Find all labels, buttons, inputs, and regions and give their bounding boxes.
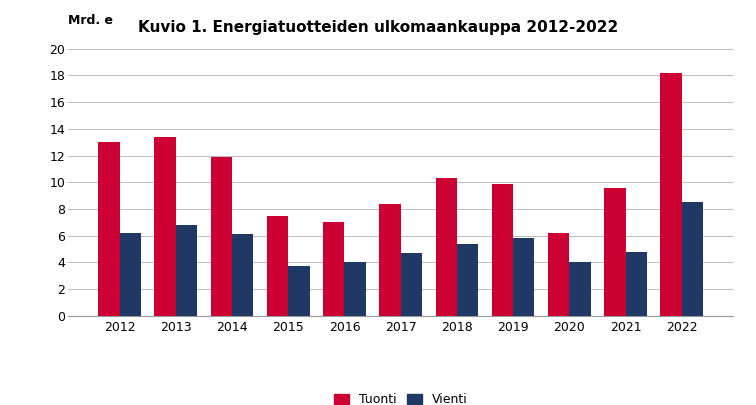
Bar (513, 239, 534, 316)
Bar (323, 222, 345, 316)
Bar (457, 244, 479, 316)
Bar (380, 204, 401, 316)
Bar (401, 253, 422, 316)
Bar (625, 252, 647, 316)
Bar (232, 234, 253, 316)
Text: Mrd. e: Mrd. e (68, 14, 113, 27)
Bar (154, 137, 176, 316)
Bar (211, 157, 232, 316)
Bar (98, 142, 119, 316)
Legend: Tuonti, Vienti: Tuonti, Vienti (329, 388, 472, 405)
Bar (569, 262, 590, 316)
Bar (119, 233, 141, 316)
Bar (682, 202, 703, 316)
Bar (660, 72, 682, 316)
Bar (267, 216, 288, 316)
Bar (548, 233, 569, 316)
Bar (288, 266, 310, 316)
Bar (435, 178, 457, 316)
Bar (345, 262, 366, 316)
Bar (604, 188, 625, 316)
Bar (491, 183, 513, 316)
Text: Kuvio 1. Energiatuotteiden ulkomaankauppa 2012-2022: Kuvio 1. Energiatuotteiden ulkomaankaupp… (138, 20, 618, 35)
Bar (176, 225, 197, 316)
